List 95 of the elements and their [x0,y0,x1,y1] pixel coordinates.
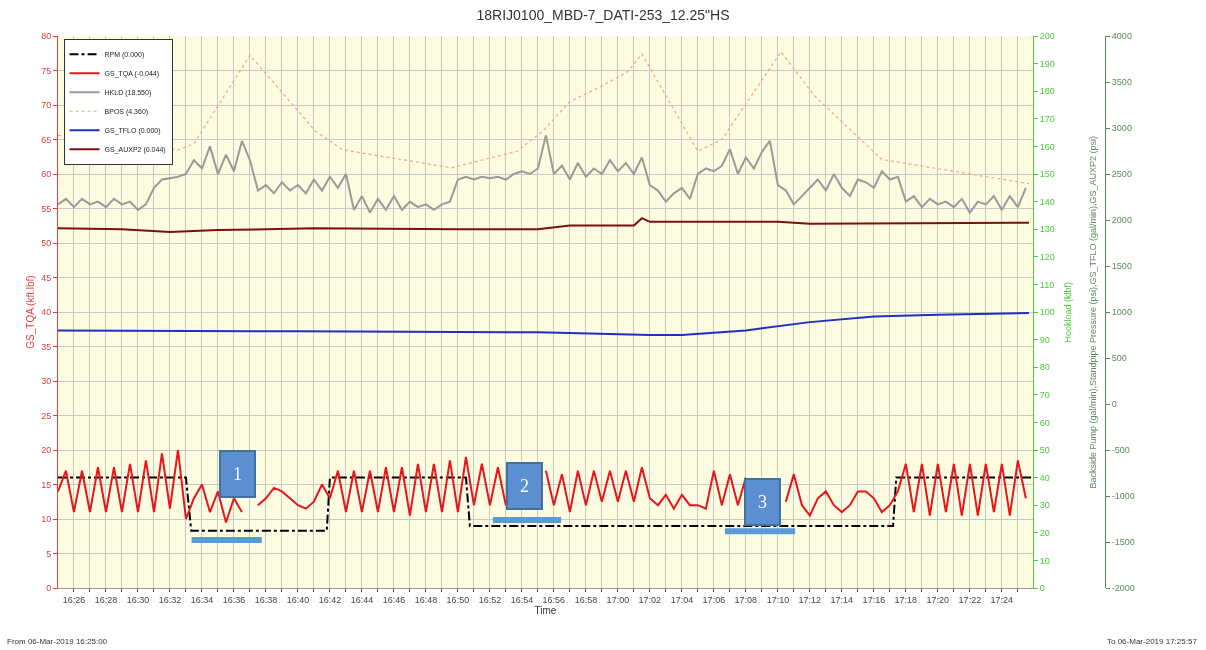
x-tick-label: 16:40 [286,594,310,605]
y2-tick-label: 100 [1039,307,1055,318]
x-tick-label: 17:00 [606,594,630,605]
y-tick-label: 20 [41,445,52,456]
x-tick-label: 16:42 [318,594,342,605]
y-tick-label: 25 [41,410,52,421]
y2-tick-label: 80 [1039,362,1050,373]
y2-tick-label: 190 [1039,58,1055,69]
y2-axis-title: Hookload (klbf) [1063,281,1074,343]
y2-tick-label: 140 [1039,196,1055,207]
y2-tick-label: 130 [1039,224,1055,235]
x-tick-label: 16:30 [126,594,150,605]
x-tick-label: 16:52 [478,594,502,605]
x-tick-label: 16:38 [254,594,278,605]
y2-tick-label: 0 [1039,583,1045,594]
y2-tick-label: 120 [1039,251,1055,262]
y3-tick-label: 1500 [1111,261,1132,272]
x-tick-label: 16:26 [62,594,86,605]
y2-tick-label: 160 [1039,141,1055,152]
y-tick-label: 80 [41,31,52,42]
y-tick-label: 50 [41,238,52,249]
line-series [58,311,1031,336]
x-tick-label: 17:20 [926,594,950,605]
y-tick-label: 10 [41,514,52,525]
x-tick-label: 16:36 [222,594,246,605]
y-tick-label: 15 [41,479,52,490]
x-axis-title: Time [534,604,557,616]
y2-tick-label: 40 [1039,472,1050,483]
x-tick-label: 17:12 [798,594,822,605]
y3-tick-label: -1000 [1111,491,1135,502]
x-tick-label: 16:50 [446,594,470,605]
y-tick-label: 30 [41,376,52,387]
text: To 06-Mar-2019 17:25:57 [1107,637,1198,646]
x-tick-label: 16:34 [190,594,214,605]
annotation: 1 [233,464,242,484]
y-tick-label: 75 [41,65,52,76]
y3-tick-label: 3000 [1111,123,1132,134]
y-tick-label: 65 [41,134,52,145]
y2-tick-label: 60 [1039,417,1050,428]
annotation: 2 [520,476,529,496]
x-tick-label: 17:08 [734,594,758,605]
y-axis-title: GS_TQA (kft.lbf) [25,275,37,349]
y2-tick-label: 50 [1039,445,1050,456]
y3-axis-title: Backside Pump (gal/min),Standpipe Pressure (psi),GS_TFLO (gal/min),GS_AUXP2 (psi) [1087,135,1098,489]
x-tick-label: 17:02 [638,594,662,605]
line-series [58,51,1030,185]
y2-tick-label: 200 [1039,31,1055,42]
x-tick-label: 17:18 [894,594,918,605]
y-tick-label: 70 [41,100,52,111]
x-tick-label: 17:10 [766,594,790,605]
y-tick-label: 40 [41,307,52,318]
y-tick-label: 5 [46,548,52,559]
y2-tick-label: 110 [1039,279,1055,290]
x-tick-label: 17:24 [990,594,1014,605]
y-tick-label: 0 [46,583,52,594]
y2-tick-label: 20 [1039,527,1050,538]
y2-tick-label: 150 [1039,169,1055,180]
x-tick-label: 16:46 [382,594,406,605]
y3-tick-label: 500 [1111,353,1127,364]
x-tick-label: 16:56 [542,594,566,605]
y3-tick-label: 3500 [1111,77,1132,88]
y-tick-label: 55 [41,203,52,214]
line-series [58,134,1027,214]
y3-tick-label: 4000 [1111,31,1132,42]
x-tick-label: 17:22 [958,594,982,605]
y2-tick-label: 90 [1039,334,1050,345]
x-tick-label: 16:58 [574,594,598,605]
line-series [58,217,1031,233]
x-tick-label: 17:04 [670,594,694,605]
y2-tick-label: 170 [1039,113,1055,124]
text: From 06-Mar-2019 16:25:00 [7,637,108,646]
x-tick-label: 16:44 [350,594,374,605]
x-tick-label: 17:06 [702,594,726,605]
x-tick-label: 16:48 [414,594,438,605]
y2-tick-label: 70 [1039,389,1050,400]
y2-tick-label: 10 [1039,555,1050,566]
y3-tick-label: -500 [1111,445,1130,456]
y-tick-label: 35 [41,341,52,352]
y2-tick-label: 180 [1039,86,1055,97]
y3-tick-label: 0 [1111,399,1117,410]
y3-tick-label: 1000 [1111,307,1132,318]
y2-tick-label: 30 [1039,500,1050,511]
x-tick-label: 16:32 [158,594,182,605]
annotation: 3 [758,492,767,512]
x-tick-label: 16:54 [510,594,534,605]
x-tick-label: 17:16 [862,594,886,605]
x-tick-label: 16:28 [94,594,118,605]
y3-tick-label: 2500 [1111,169,1132,180]
y3-tick-label: -2000 [1111,583,1135,594]
chart-title: 18RIJ0100_MBD-7_DATI-253_12.25"HS [476,6,730,23]
x-tick-label: 17:14 [830,594,854,605]
y3-tick-label: 2000 [1111,215,1132,226]
y-tick-label: 60 [41,169,52,180]
y3-tick-label: -1500 [1111,537,1135,548]
y-tick-label: 45 [41,272,52,283]
